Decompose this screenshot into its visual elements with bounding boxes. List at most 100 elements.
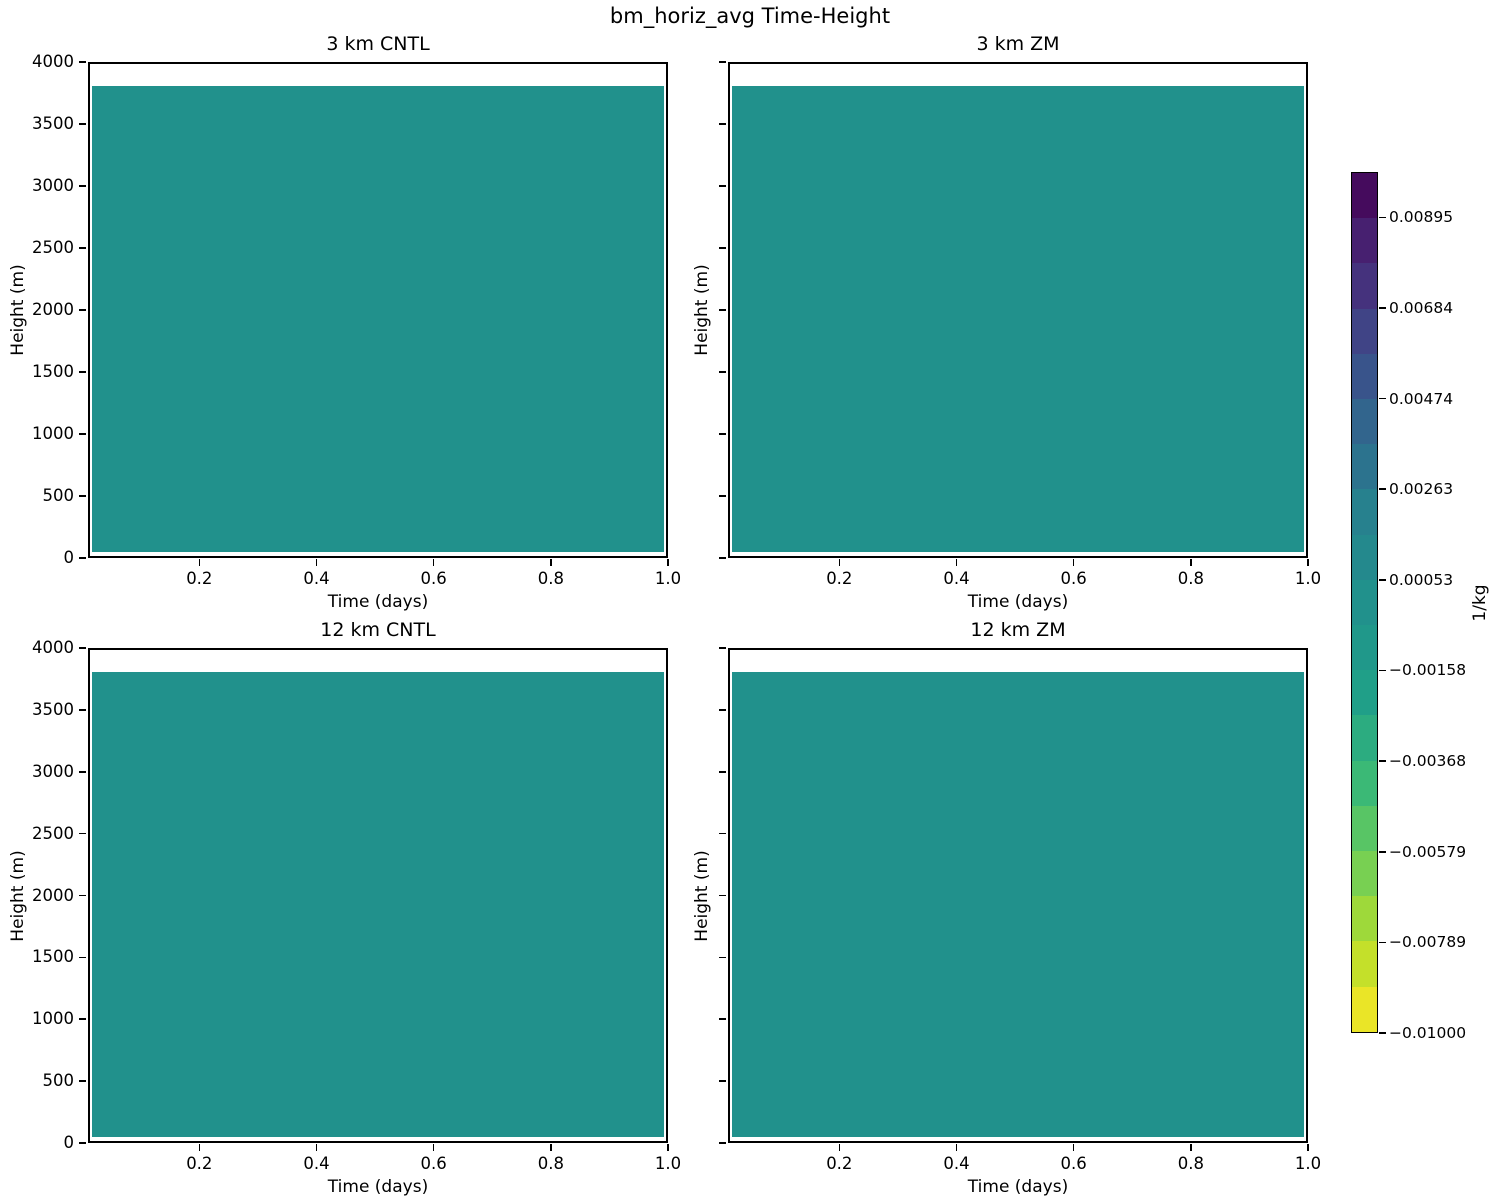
x-tick-mark (1190, 559, 1192, 566)
x-tick-label: 0.8 (1177, 569, 1204, 588)
colorbar-segment (1352, 444, 1377, 490)
y-tick-mark (79, 309, 86, 311)
x-tick-label: 0.2 (186, 569, 213, 588)
plot-area (728, 62, 1308, 558)
x-tick-mark (1190, 1144, 1192, 1151)
x-tick-mark (955, 559, 958, 566)
colorbar-segment (1352, 308, 1377, 354)
y-tick-mark (79, 1018, 86, 1021)
colorbar-tick-label: 0.00684 (1389, 298, 1454, 317)
y-tick-mark (79, 956, 86, 959)
colorbar-tick-label: −0.00789 (1389, 933, 1467, 952)
colorbar-segment (1352, 218, 1377, 264)
figure-title: bm_horiz_avg Time-Height (609, 4, 891, 28)
subplot-12km-zm: 12 km ZM 0.2 0.4 0.6 0.8 1.0 Time (days) Height… (692, 619, 1321, 1197)
colorbar-tick-mark (1379, 488, 1386, 490)
x-axis-label: Time (days) (967, 1177, 1069, 1197)
colorbar-segment (1352, 489, 1377, 535)
x-tick-label: 0.4 (303, 1154, 330, 1173)
colorbar-segment (1352, 534, 1377, 580)
y-tick-label: 4000 (32, 52, 74, 71)
y-tick-label: 1500 (32, 947, 74, 967)
x-tick-label: 0.6 (420, 1154, 447, 1173)
x-axis-label: Time (days) (327, 1177, 429, 1197)
y-tick-label: 3500 (32, 114, 74, 133)
colorbar-segment (1352, 353, 1377, 400)
x-tick-label: 0.6 (420, 569, 447, 588)
plot-area (88, 648, 668, 1143)
subplot-12km-cntl: 12 km CNTL 0 500 1000 1500 2000 2500 3000 3500 40… (8, 619, 681, 1197)
colorbar-segment (1352, 986, 1377, 1032)
y-tick-label: 1000 (32, 424, 74, 443)
y-tick-label: 500 (42, 1071, 75, 1091)
x-tick-label: 0.2 (826, 1154, 853, 1173)
subplot-3km-zm: 3 km ZM 0.2 0.4 0.6 0.8 1.0 Time (days) Height … (692, 33, 1321, 612)
colorbar-tick-label: 0.00474 (1389, 389, 1454, 408)
colorbar-axis-label: 1/kg (1470, 583, 1490, 622)
x-tick-mark (838, 559, 841, 566)
contour-fill (732, 85, 1304, 552)
y-tick-mark (719, 709, 726, 711)
colorbar-tick-mark (1379, 941, 1386, 944)
colorbar-tick-label: 0.00263 (1389, 480, 1454, 499)
y-tick-label: 2500 (32, 238, 74, 257)
x-tick-label: 0.4 (303, 569, 330, 588)
colorbar-segment (1352, 579, 1377, 626)
y-tick-mark (719, 894, 726, 897)
x-tick-mark (198, 1144, 201, 1151)
x-tick-mark (550, 1144, 552, 1151)
x-axis-label: Time (days) (327, 592, 429, 612)
colorbar-tick-mark (1379, 669, 1386, 672)
colorbar-segment (1352, 760, 1377, 806)
contour-fill (732, 671, 1304, 1137)
y-tick-mark (719, 1142, 726, 1144)
colorbar-segment (1352, 625, 1377, 671)
y-tick-mark (79, 371, 86, 373)
colorbar-tick-mark (1379, 397, 1386, 400)
y-tick-label: 3500 (32, 699, 74, 719)
y-tick-label: 3000 (32, 176, 74, 195)
colorbar-tick-mark (1379, 579, 1386, 581)
colorbar (1351, 172, 1378, 1033)
y-tick-mark (79, 894, 86, 897)
colorbar-tick-label: −0.00579 (1389, 842, 1467, 861)
y-tick-mark (79, 495, 86, 497)
x-tick-label: 0.2 (826, 569, 853, 588)
x-tick-label: 0.6 (1060, 569, 1087, 588)
colorbar-segment (1352, 715, 1377, 761)
y-tick-mark (79, 123, 86, 125)
y-tick-mark (719, 495, 726, 497)
x-tick-label: 0.2 (186, 1154, 213, 1173)
y-axis-label: Height (m) (8, 264, 28, 356)
y-tick-label: 2000 (32, 300, 74, 319)
colorbar-tick-mark (1379, 850, 1386, 853)
colorbar-segment (1352, 941, 1377, 987)
y-tick-mark (719, 832, 726, 835)
y-tick-mark (719, 185, 726, 187)
y-tick-label: 500 (42, 486, 75, 505)
colorbar-segment (1352, 896, 1377, 942)
y-tick-mark (79, 1142, 86, 1144)
x-tick-mark (838, 1144, 841, 1151)
colorbar-segment (1352, 173, 1377, 219)
y-axis-label: Height (m) (692, 849, 712, 942)
colorbar-segment (1352, 805, 1377, 852)
y-tick-mark (719, 247, 726, 249)
y-axis-label: Height (m) (692, 264, 712, 356)
colorbar-segment (1352, 670, 1377, 716)
y-tick-mark (719, 123, 726, 125)
x-tick-mark (432, 559, 435, 566)
y-tick-mark (719, 557, 726, 559)
subplot-title: 3 km ZM (976, 33, 1060, 55)
y-tick-mark (719, 61, 726, 63)
subplot-title: 12 km CNTL (320, 619, 436, 641)
x-tick-label: 0.8 (537, 569, 564, 588)
colorbar-tick-label: −0.00368 (1389, 752, 1467, 771)
y-tick-mark (79, 647, 86, 649)
subplot-title: 12 km ZM (970, 619, 1066, 641)
x-tick-mark (1307, 1144, 1309, 1151)
x-tick-label: 1.0 (654, 569, 682, 588)
x-tick-label: 0.4 (943, 569, 970, 588)
colorbar-tick-label: 0.00053 (1389, 570, 1454, 589)
x-tick-mark (955, 1144, 958, 1151)
